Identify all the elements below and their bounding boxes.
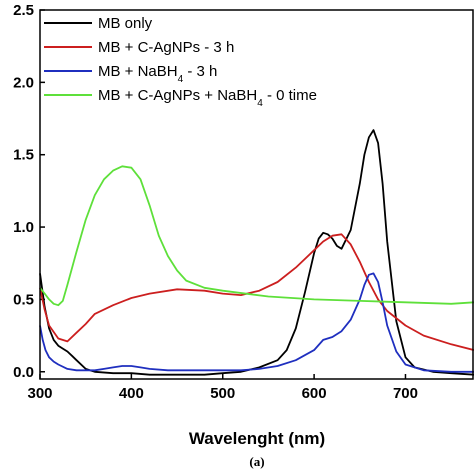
y-tick-label: 2.5	[13, 2, 34, 19]
y-tick-label: 1.5	[13, 147, 34, 164]
y-tick-label: 0.0	[13, 364, 34, 381]
series-lines	[39, 129, 474, 376]
legend-label: MB + C-AgNPs - 3 h	[98, 39, 234, 56]
x-axis-ticks: 300 400 500 600 700	[27, 374, 418, 402]
legend-label-part: 4	[257, 98, 263, 109]
legend-label-part: - 0 time	[263, 87, 317, 104]
x-tick-label: 500	[210, 385, 235, 402]
figure-caption: (a)	[249, 454, 264, 469]
y-tick-label: 1.0	[13, 219, 34, 236]
plot-frame	[39, 9, 474, 380]
x-tick-label: 600	[302, 385, 327, 402]
legend-label: MB only	[98, 15, 153, 32]
legend-label: MB + NaBH4 - 3 h	[98, 63, 217, 85]
x-tick-label: 300	[27, 385, 52, 402]
series-line-1	[39, 233, 474, 351]
legend-label-part: MB + NaBH	[98, 63, 178, 80]
legend-label-part: MB + C-AgNPs + NaBH	[98, 87, 257, 104]
legend-label-part: 4	[178, 74, 184, 85]
y-axis-ticks: 0.0 0.5 1.0 1.5 2.0 2.5	[13, 2, 45, 381]
series-line-3	[39, 165, 474, 307]
legend-label-part: MB only	[98, 15, 153, 32]
x-tick-label: 700	[393, 385, 418, 402]
series-line-2	[39, 272, 474, 373]
legend-label: MB + C-AgNPs + NaBH4 - 0 time	[98, 87, 317, 109]
x-tick-label: 400	[119, 385, 144, 402]
y-tick-label: 2.0	[13, 74, 34, 91]
legend-label-part: - 3 h	[183, 63, 217, 80]
y-tick-label: 0.5	[13, 291, 34, 308]
x-axis-title: Wavelenght (nm)	[189, 429, 325, 448]
legend-label-part: MB + C-AgNPs - 3 h	[98, 39, 234, 56]
series-line-0	[39, 129, 474, 376]
